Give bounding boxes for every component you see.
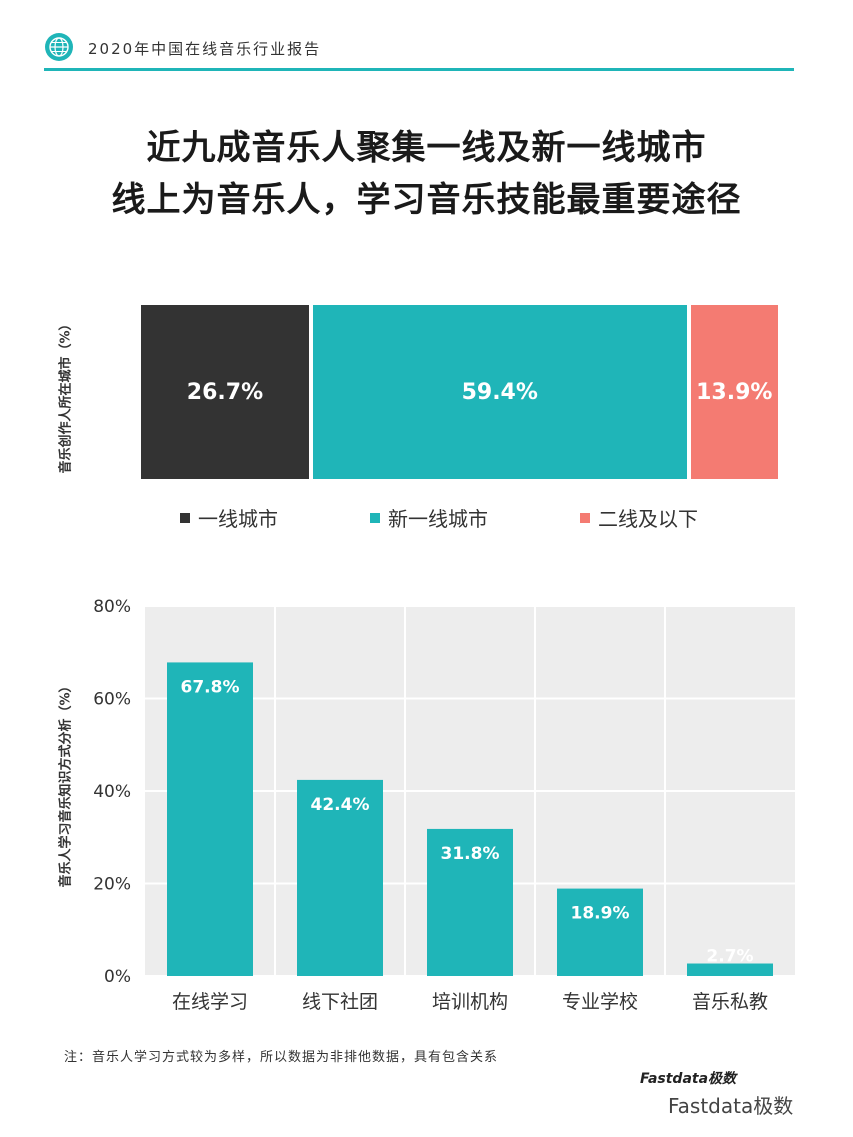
y-tick-label: 0% [104,967,131,987]
globe-icon [45,33,73,61]
legend-item-1: 一线城市 [180,503,278,532]
page-title-line2: 线上为音乐人，学习音乐技能最重要途径 [111,180,742,220]
x-category-label: 培训机构 [432,991,508,1013]
x-category-label: 在线学习 [172,991,248,1013]
bar-value-label: 31.8% [441,844,500,864]
y-tick-label: 80% [93,597,131,617]
bar-chart: 0% 20% 40% 60% 80% 67.8% 在线学习 42.4% 线下社团 31.8% 培训机… [93,597,795,1013]
footnote: 注：音乐人学习方式较为多样，所以数据为非排他数据，具有包含关系 [64,1050,499,1065]
report-title: 2020年中国在线音乐行业报告 [88,40,322,58]
y-tick-label: 40% [93,782,131,802]
legend-label: 一线城市 [198,507,278,531]
stack-segment-3: 13.9% [690,305,778,479]
x-category-label: 线下社团 [302,991,378,1013]
legend-swatch [580,512,590,523]
bar-value-label: 67.8% [181,677,240,697]
legend-label: 二线及以下 [598,507,698,531]
watermark: Fastdata极数 [668,1094,794,1118]
stack-segment-2: 59.4% [312,305,687,479]
stacked-chart-legend: 一线城市 新一线城市 二线及以下 [180,503,780,531]
x-category-label: 专业学校 [562,991,638,1013]
stack-segment-1: 26.7% [141,305,309,479]
bar-5 [687,963,773,976]
stack-segment-label: 26.7% [186,379,264,405]
y-tick-label: 20% [93,875,131,895]
stack-segment-label: 13.9% [696,379,773,405]
report-header: 2020年中国在线音乐行业报告 [44,32,794,68]
bar-3 [427,828,513,976]
legend-item-2: 新一线城市 [370,503,488,532]
page-title-line1: 近九成音乐人聚集一线及新一线城市 [146,128,707,168]
legend-swatch [370,512,380,523]
x-category-label: 音乐私教 [692,991,768,1013]
stacked-chart-ylabel: 音乐创作人所在城市（%） [58,317,74,474]
stack-segment-label: 59.4% [461,379,538,405]
legend-swatch [180,512,190,523]
bar-value-label: 2.7% [706,947,753,967]
bar-2 [297,779,383,976]
bar-1 [167,662,253,976]
bar-4 [557,888,643,976]
legend-label: 新一线城市 [388,507,488,531]
stacked-bar-chart: 26.7% 59.4% 13.9% [141,305,778,479]
legend-item-3: 二线及以下 [580,503,698,532]
bar-value-label: 18.9% [571,904,630,924]
brand-logo: Fastdata极数 [640,1071,737,1087]
bar-value-label: 42.4% [311,795,370,815]
header-divider [44,68,794,71]
y-tick-label: 60% [93,690,131,710]
